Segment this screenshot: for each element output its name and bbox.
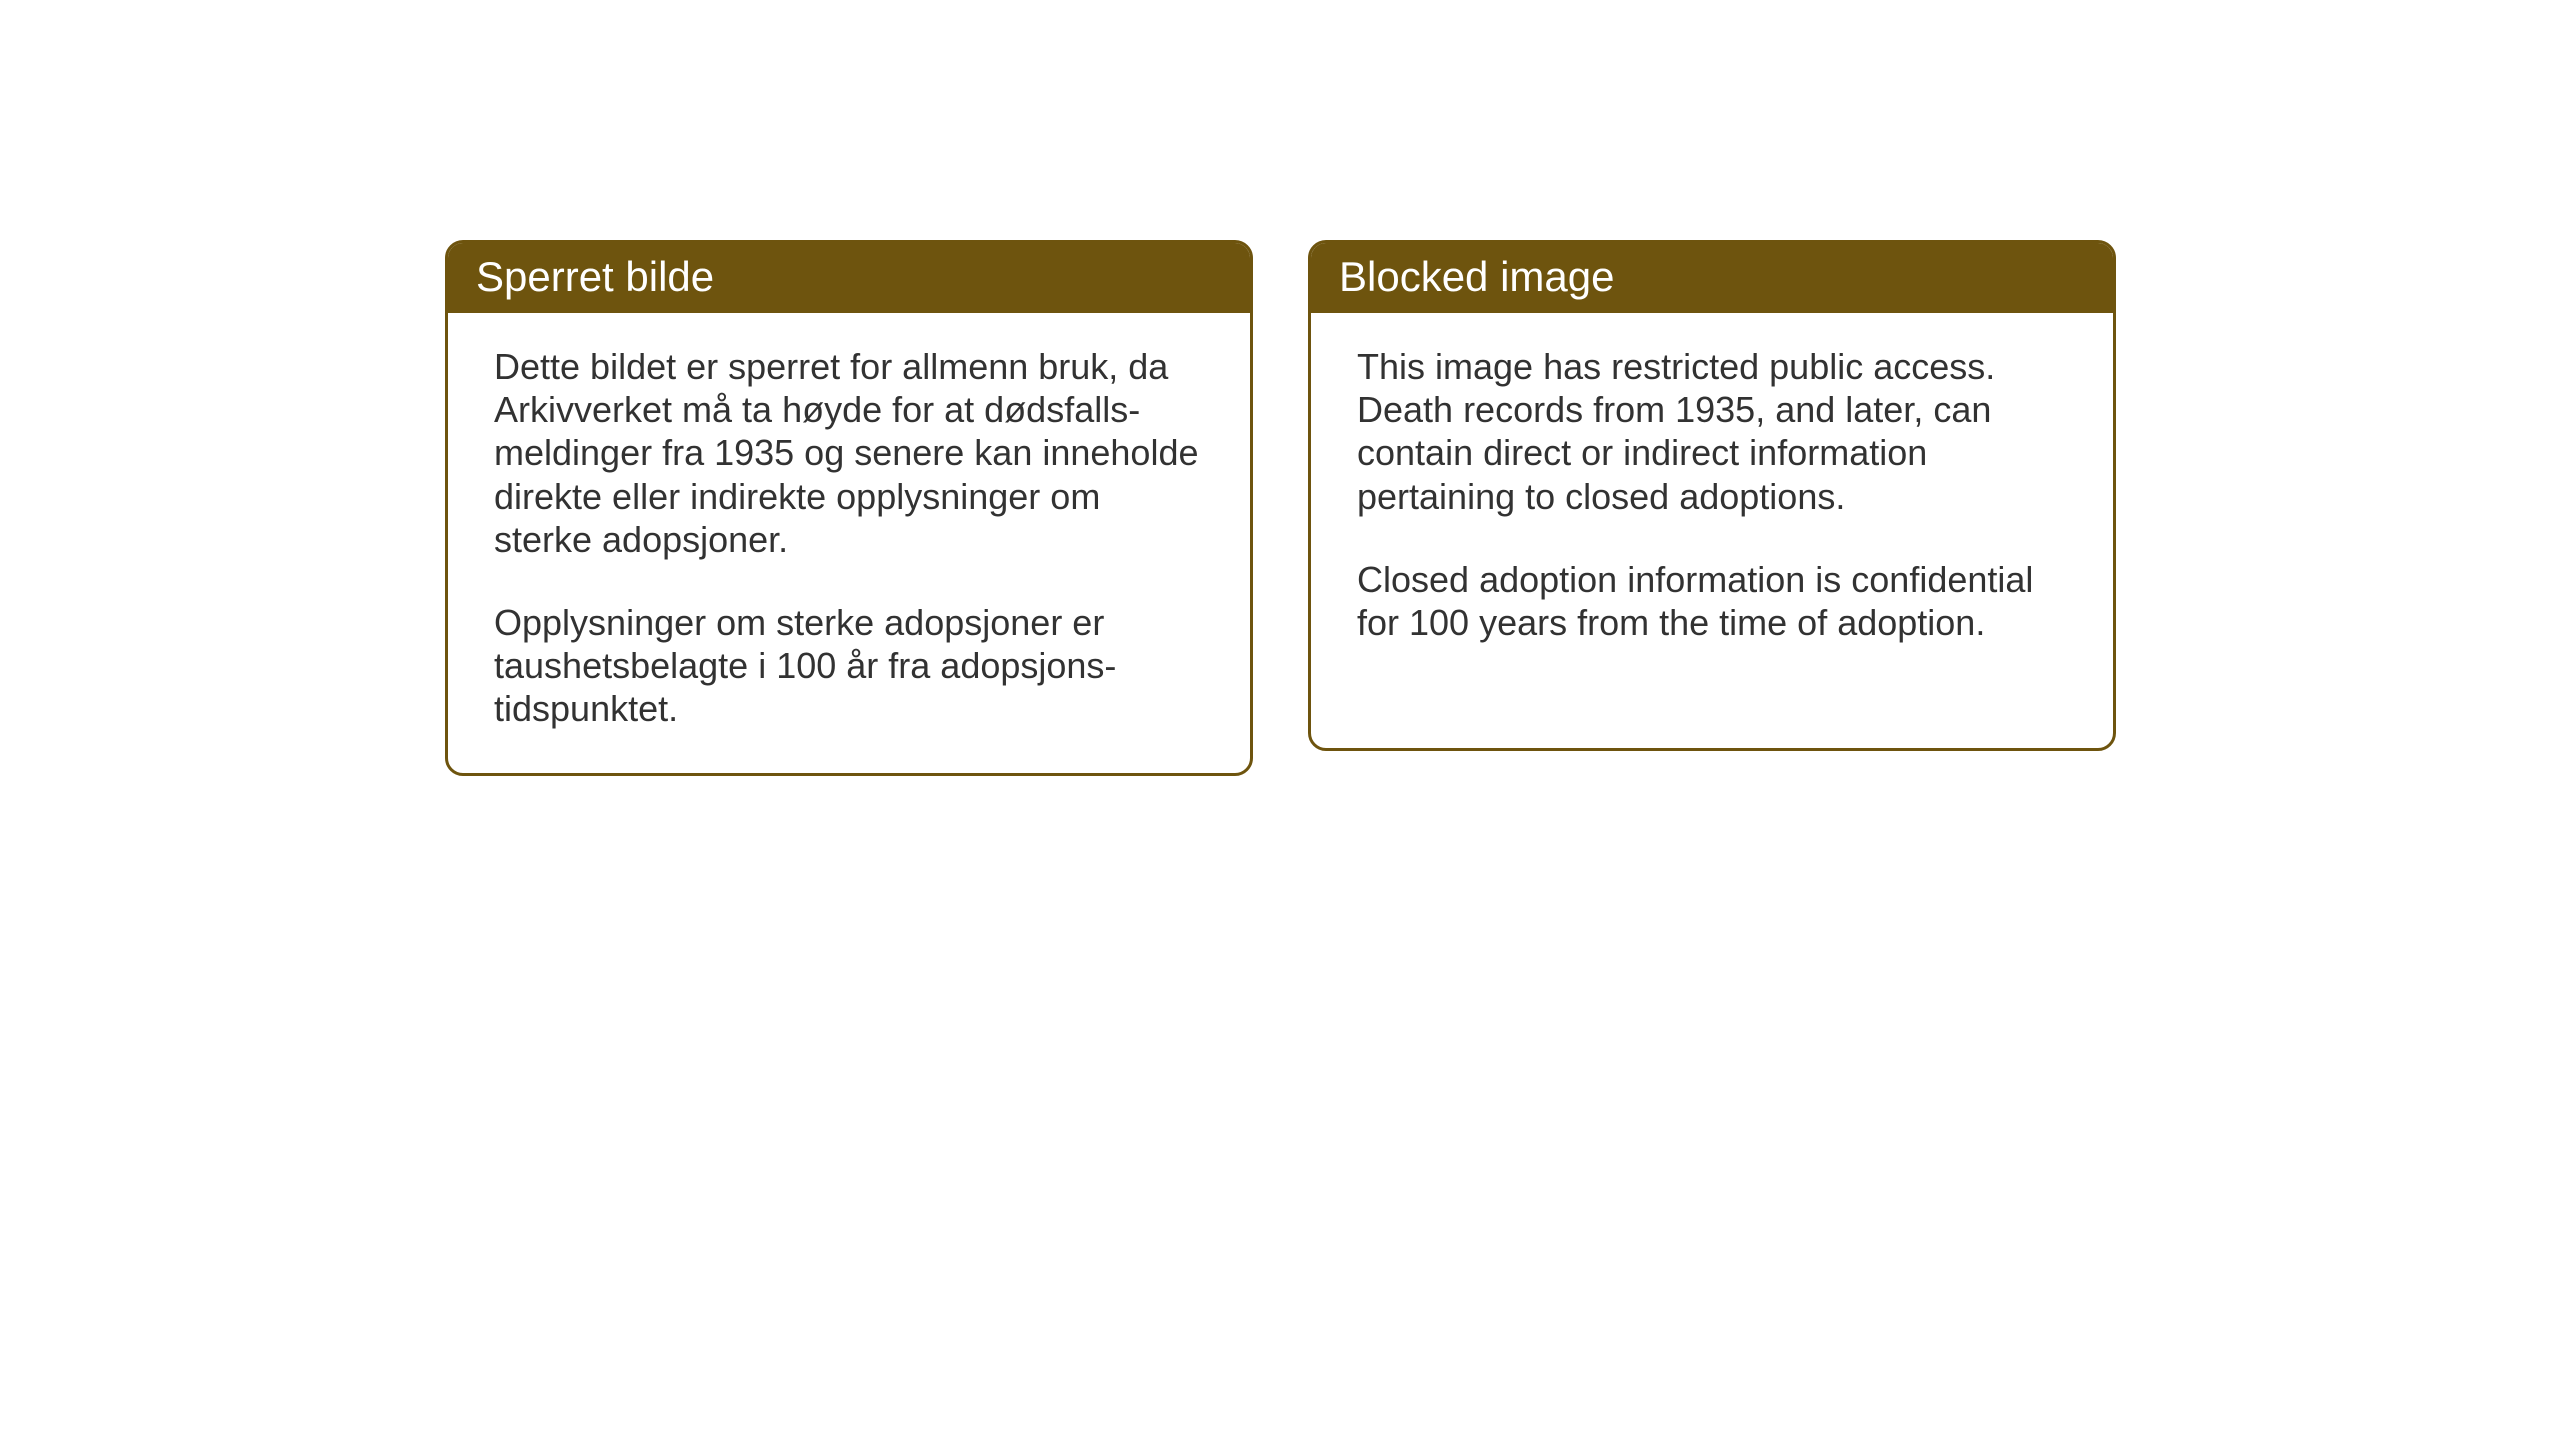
card-title-norwegian: Sperret bilde — [476, 253, 714, 300]
blocked-image-card-norwegian: Sperret bilde Dette bildet er sperret fo… — [445, 240, 1253, 776]
card-body-english: This image has restricted public access.… — [1311, 313, 2113, 686]
card-paragraph-1-english: This image has restricted public access.… — [1357, 345, 2067, 518]
card-body-norwegian: Dette bildet er sperret for allmenn bruk… — [448, 313, 1250, 773]
card-header-norwegian: Sperret bilde — [448, 243, 1250, 313]
card-paragraph-2-norwegian: Opplysninger om sterke adopsjoner er tau… — [494, 601, 1204, 731]
card-paragraph-2-english: Closed adoption information is confident… — [1357, 558, 2067, 644]
cards-container: Sperret bilde Dette bildet er sperret fo… — [445, 240, 2116, 776]
blocked-image-card-english: Blocked image This image has restricted … — [1308, 240, 2116, 751]
card-title-english: Blocked image — [1339, 253, 1614, 300]
card-paragraph-1-norwegian: Dette bildet er sperret for allmenn bruk… — [494, 345, 1204, 561]
card-header-english: Blocked image — [1311, 243, 2113, 313]
